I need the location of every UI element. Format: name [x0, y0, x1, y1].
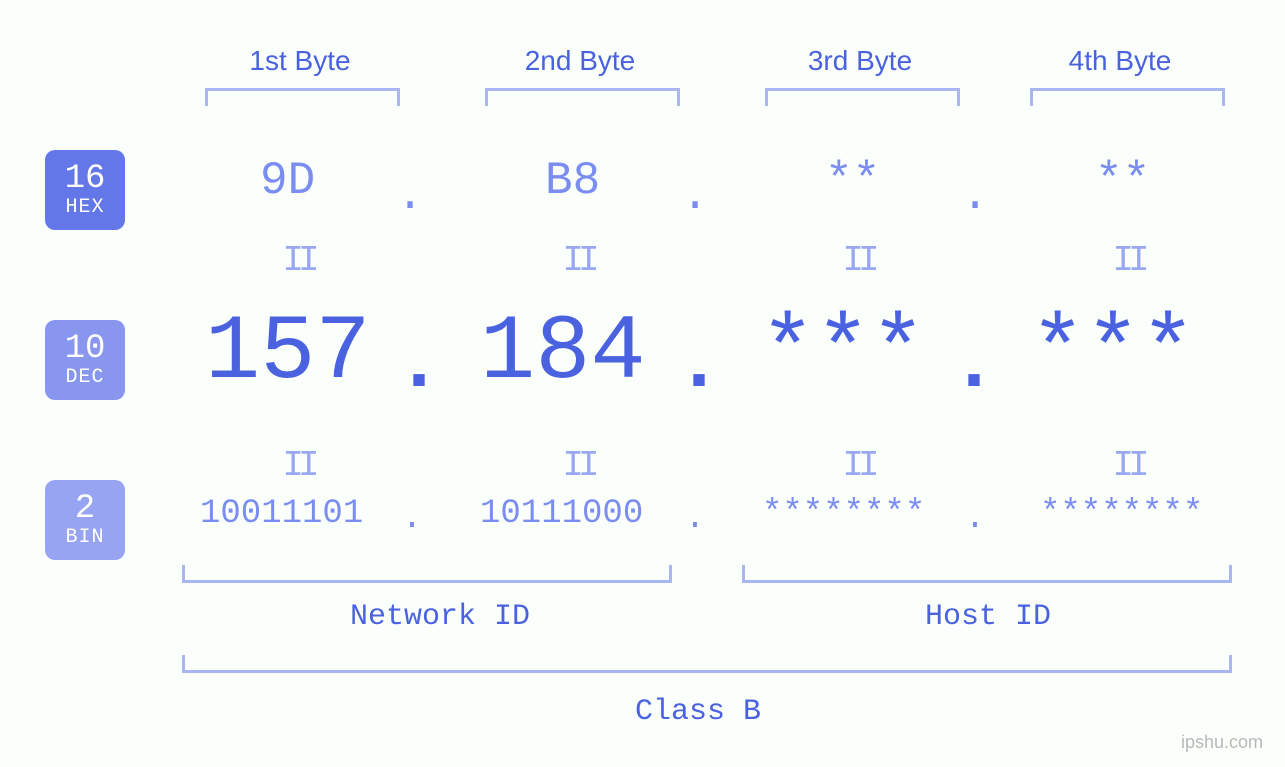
bracket-top-1 — [205, 88, 400, 106]
bracket-top-4 — [1030, 88, 1225, 106]
label-host-id: Host ID — [925, 600, 1051, 634]
bracket-host — [742, 565, 1232, 583]
hex-dot-1: . — [395, 170, 425, 222]
badge-dec-label: DEC — [65, 367, 104, 388]
hex-byte-4: ** — [1095, 155, 1150, 207]
hex-byte-1: 9D — [260, 155, 315, 207]
dec-dot-3: . — [950, 320, 990, 411]
label-class: Class B — [635, 695, 761, 729]
eq-1-4: II — [1098, 240, 1158, 281]
badge-hex-num: 16 — [65, 162, 106, 198]
bin-byte-4: ******** — [1040, 495, 1203, 533]
byte-header-4: 4th Byte — [1020, 45, 1220, 77]
watermark: ipshu.com — [1181, 732, 1263, 753]
eq-2-1: II — [268, 445, 328, 486]
byte-header-3: 3rd Byte — [760, 45, 960, 77]
dec-dot-2: . — [675, 320, 715, 411]
bin-byte-2: 10111000 — [480, 495, 643, 533]
hex-dot-3: . — [960, 170, 990, 222]
bin-dot-3: . — [960, 500, 990, 538]
eq-1-1: II — [268, 240, 328, 281]
badge-hex-label: HEX — [65, 197, 104, 218]
badge-bin-num: 2 — [75, 492, 95, 528]
bracket-network — [182, 565, 672, 583]
eq-2-2: II — [548, 445, 608, 486]
hex-dot-2: . — [680, 170, 710, 222]
label-network-id: Network ID — [350, 600, 530, 634]
bin-byte-3: ******** — [762, 495, 925, 533]
bin-dot-2: . — [680, 500, 710, 538]
bracket-class — [182, 655, 1232, 673]
dec-byte-4: *** — [1030, 300, 1196, 405]
dec-byte-1: 157 — [205, 300, 371, 405]
dec-dot-1: . — [395, 320, 435, 411]
eq-2-3: II — [828, 445, 888, 486]
byte-header-2: 2nd Byte — [480, 45, 680, 77]
eq-2-4: II — [1098, 445, 1158, 486]
bracket-top-2 — [485, 88, 680, 106]
eq-1-2: II — [548, 240, 608, 281]
ip-diagram: 1st Byte 2nd Byte 3rd Byte 4th Byte 16 H… — [0, 0, 1285, 767]
badge-dec-num: 10 — [65, 332, 106, 368]
dec-byte-3: *** — [760, 300, 926, 405]
badge-bin-label: BIN — [65, 527, 104, 548]
eq-1-3: II — [828, 240, 888, 281]
hex-byte-2: B8 — [545, 155, 600, 207]
dec-byte-2: 184 — [480, 300, 646, 405]
hex-byte-3: ** — [825, 155, 880, 207]
byte-header-1: 1st Byte — [200, 45, 400, 77]
bracket-top-3 — [765, 88, 960, 106]
badge-dec: 10 DEC — [45, 320, 125, 400]
badge-bin: 2 BIN — [45, 480, 125, 560]
badge-hex: 16 HEX — [45, 150, 125, 230]
bin-dot-1: . — [397, 500, 427, 538]
bin-byte-1: 10011101 — [200, 495, 363, 533]
